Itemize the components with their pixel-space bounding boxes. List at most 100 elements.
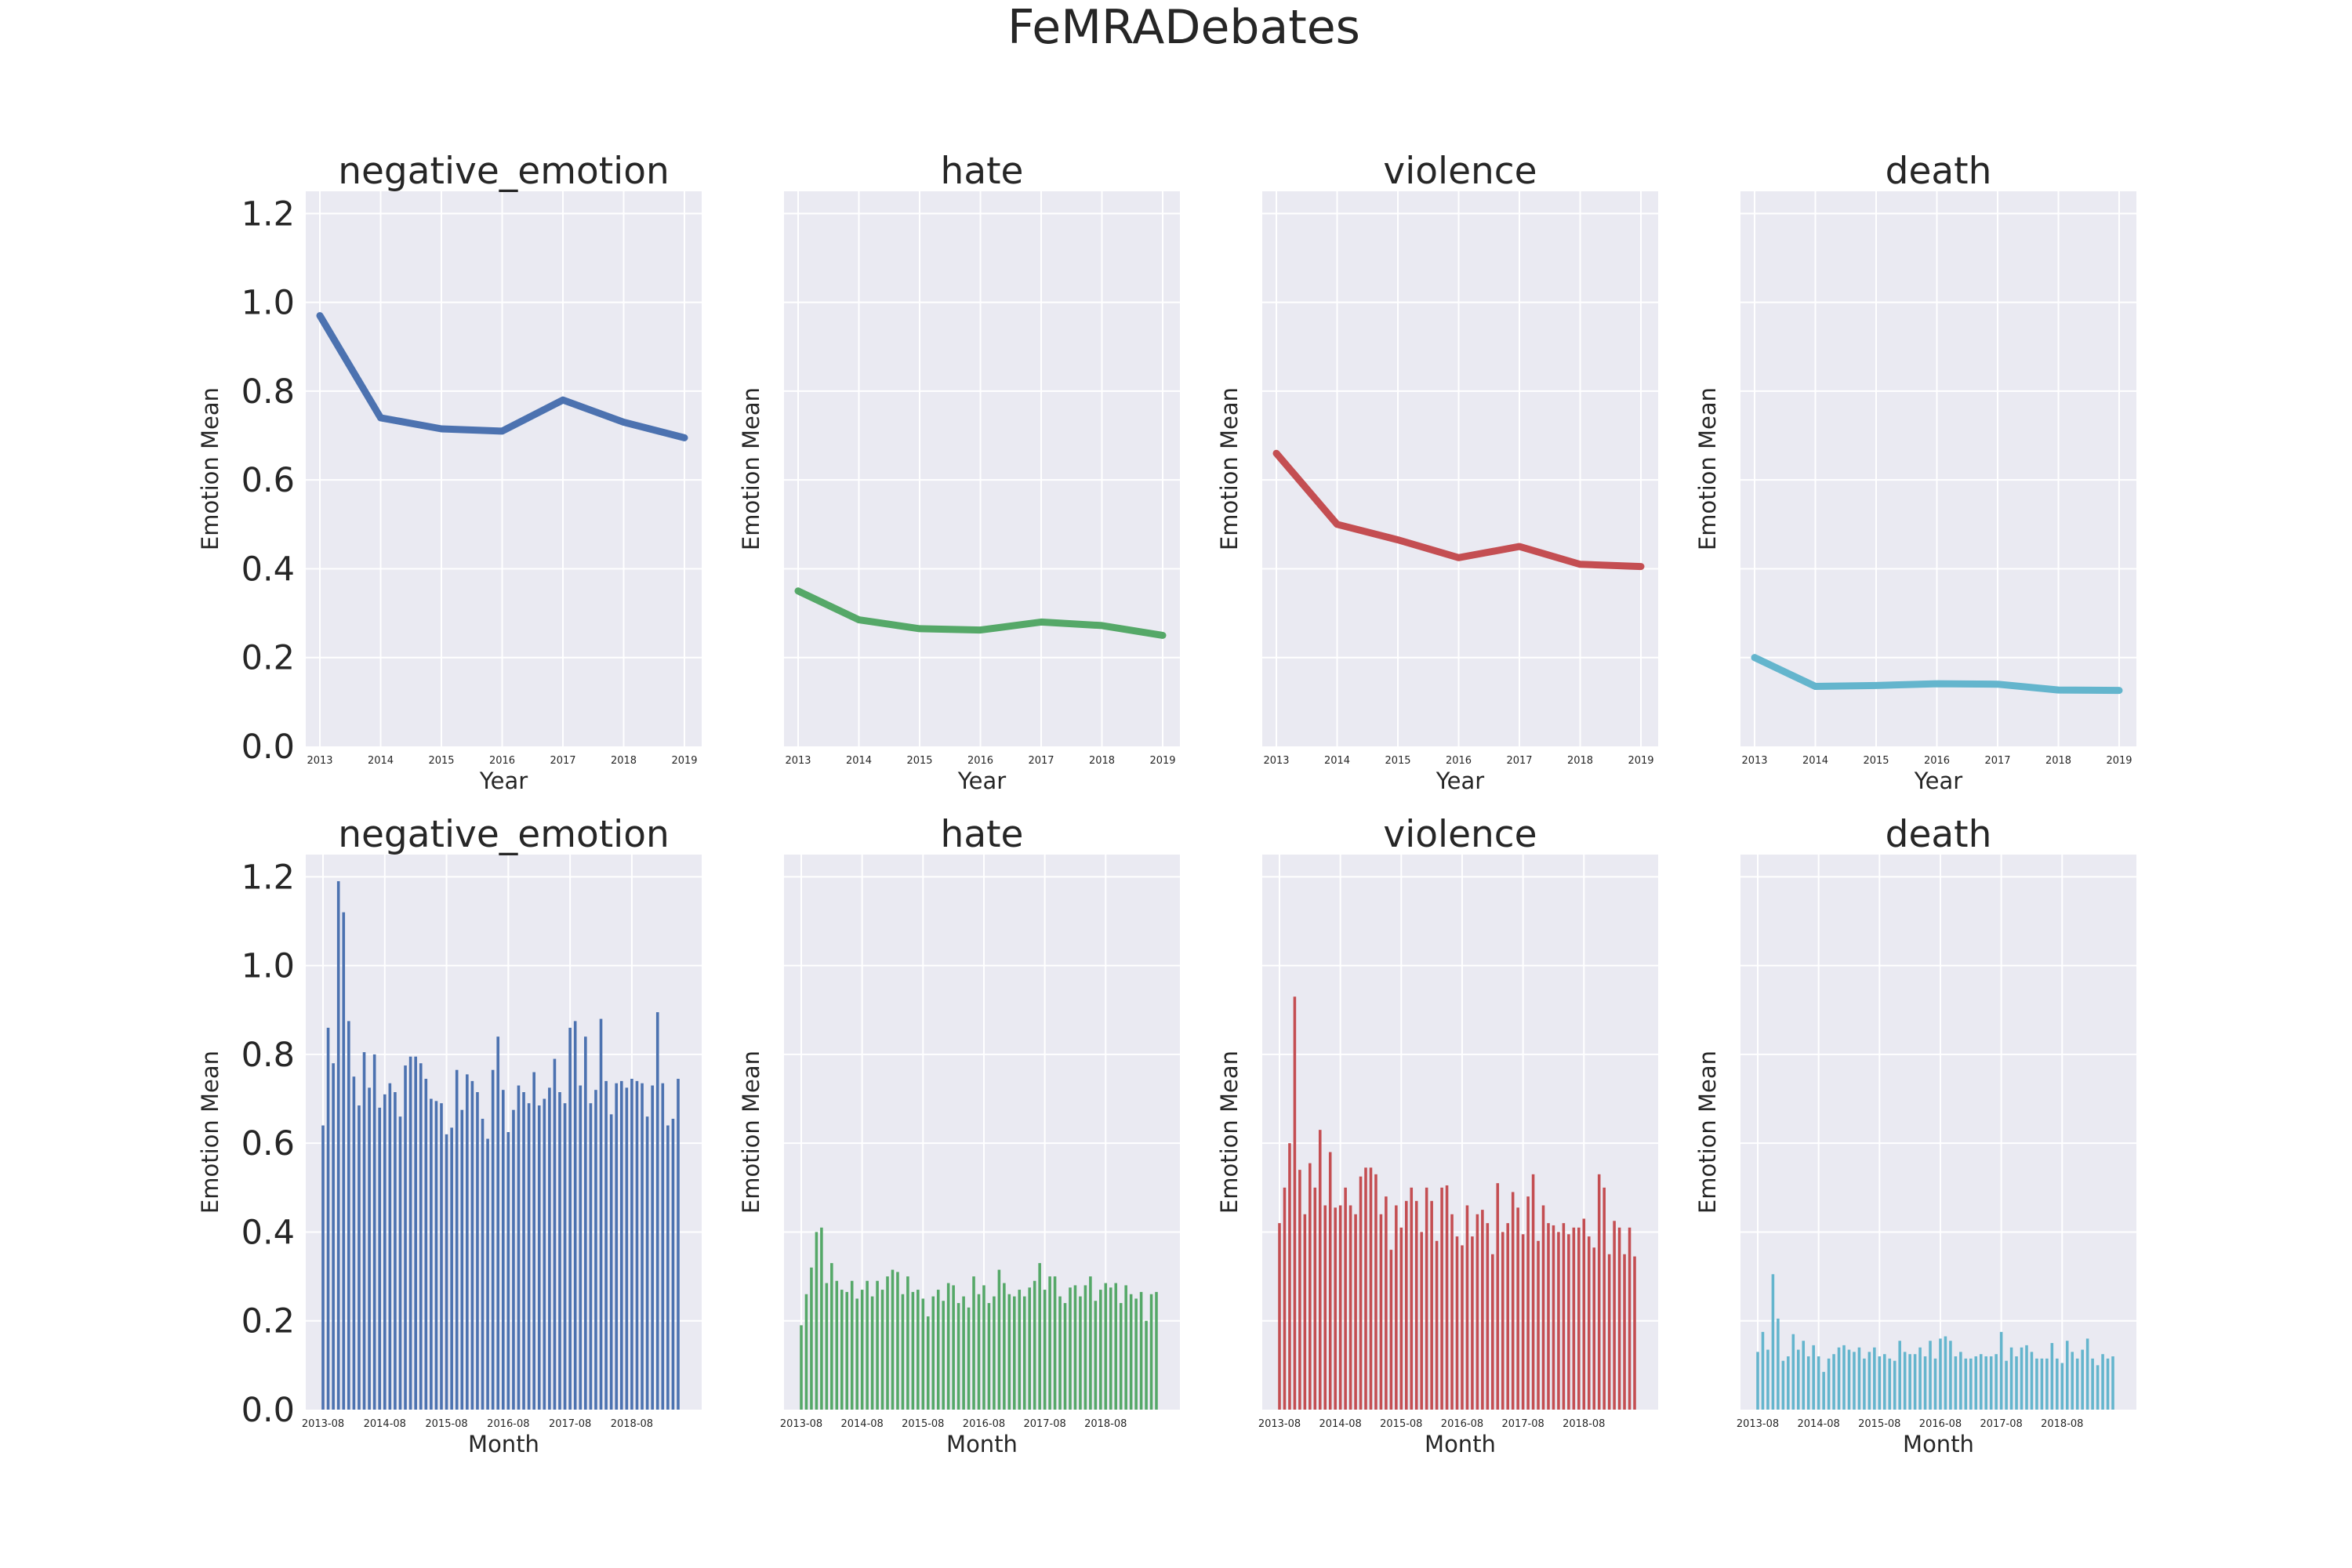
bar xyxy=(408,1056,412,1410)
bar xyxy=(1964,1358,1968,1410)
bar xyxy=(1761,1331,1765,1410)
bar xyxy=(666,1125,670,1410)
x-tick-label: 2017 xyxy=(1984,755,2010,767)
bar xyxy=(2015,1356,2018,1410)
bar xyxy=(1602,1187,1606,1410)
bar xyxy=(383,1094,387,1410)
x-tick-label: 2019 xyxy=(2106,755,2132,767)
bar xyxy=(491,1069,495,1410)
bar xyxy=(2025,1345,2028,1410)
bar xyxy=(1541,1205,1545,1410)
x-tick-label: 2014-08 xyxy=(1319,1418,1361,1430)
y-tick-label: 1.2 xyxy=(241,858,295,897)
bar xyxy=(800,1325,803,1410)
bar xyxy=(1633,1256,1636,1410)
bar xyxy=(2060,1363,2064,1410)
x-axis-label: Month xyxy=(1903,1431,1974,1457)
x-tick-label: 2016 xyxy=(1924,755,1950,767)
bar xyxy=(891,1269,895,1410)
bar xyxy=(972,1276,975,1410)
bar xyxy=(2081,1349,2084,1410)
subplot-title: violence xyxy=(1383,150,1537,193)
y-tick-label: 0.8 xyxy=(241,372,295,412)
bar xyxy=(336,880,340,1410)
bar xyxy=(2020,1347,2024,1410)
bar xyxy=(1283,1187,1287,1410)
bar xyxy=(870,1296,874,1410)
bar xyxy=(952,1285,955,1410)
subplot-title: death xyxy=(1886,150,1992,193)
bar xyxy=(1359,1176,1363,1410)
bar xyxy=(589,1103,593,1410)
bar xyxy=(1516,1207,1519,1410)
x-tick-label: 2017-08 xyxy=(549,1418,591,1430)
bar xyxy=(661,1083,665,1410)
bar xyxy=(1863,1358,1866,1410)
bar xyxy=(486,1138,489,1410)
bar xyxy=(2045,1358,2049,1410)
bar xyxy=(2040,1358,2044,1410)
bar xyxy=(394,1092,397,1410)
bar xyxy=(460,1109,464,1410)
bar xyxy=(1119,1303,1123,1410)
bar xyxy=(1918,1347,1922,1410)
x-tick-label: 2013 xyxy=(1741,755,1767,767)
bar xyxy=(1908,1354,1911,1410)
bar xyxy=(1822,1371,1825,1410)
y-tick-label: 1.2 xyxy=(241,194,295,234)
x-tick-label: 2013 xyxy=(785,755,811,767)
bar xyxy=(1124,1285,1127,1410)
plot-area xyxy=(784,855,1180,1410)
bar xyxy=(1288,1143,1291,1410)
x-tick-label: 2018-08 xyxy=(1563,1418,1605,1430)
bar xyxy=(2101,1354,2104,1410)
bar xyxy=(1562,1223,1566,1410)
bar xyxy=(332,1063,335,1410)
bar xyxy=(470,1080,474,1410)
bar xyxy=(1607,1254,1611,1410)
plot-area xyxy=(1740,191,2136,746)
subplot-line-negative_emotion: 2013 2014 2015 2016 2017 2018 2019 0.0 0.2 0.4 0.6… xyxy=(197,150,702,794)
bar xyxy=(1134,1298,1138,1410)
bar xyxy=(1771,1274,1775,1410)
bar xyxy=(1369,1167,1373,1410)
bar xyxy=(1308,1163,1312,1410)
bar xyxy=(1099,1290,1102,1410)
bar xyxy=(1043,1290,1047,1410)
bar xyxy=(911,1291,915,1410)
bar xyxy=(419,1063,423,1410)
bar xyxy=(434,1101,438,1410)
bar xyxy=(1567,1234,1570,1410)
x-tick-label: 2013 xyxy=(1263,755,1289,767)
bar xyxy=(1145,1320,1148,1410)
x-tick-label: 2017 xyxy=(1028,755,1054,767)
bar xyxy=(1328,1152,1332,1410)
bar xyxy=(1083,1285,1087,1410)
bar xyxy=(825,1283,829,1410)
bar xyxy=(553,1058,557,1410)
bar xyxy=(1572,1227,1576,1410)
bar xyxy=(1445,1185,1449,1410)
x-tick-label: 2017-08 xyxy=(1980,1418,2022,1430)
x-tick-label: 2019 xyxy=(1628,755,1653,767)
bar xyxy=(2005,1360,2008,1410)
bar xyxy=(1496,1183,1500,1410)
bar xyxy=(1389,1250,1393,1410)
bar xyxy=(1812,1345,1815,1410)
bar xyxy=(1817,1356,1820,1410)
bar xyxy=(1430,1200,1433,1410)
bar xyxy=(609,1114,613,1410)
bar xyxy=(1094,1301,1098,1410)
subplot-line-death: 2013 2014 2015 2016 2017 2018 2019 death Year Emo… xyxy=(1694,150,2136,794)
bar xyxy=(1857,1347,1861,1410)
bar xyxy=(1089,1276,1092,1410)
bar xyxy=(1149,1294,1153,1410)
bar xyxy=(987,1303,991,1410)
y-axis-label: Emotion Mean xyxy=(738,1051,764,1214)
bar xyxy=(1923,1356,1927,1410)
x-tick-label: 2016 xyxy=(1446,755,1472,767)
bar xyxy=(584,1036,587,1410)
bar xyxy=(1293,996,1297,1410)
x-tick-label: 2013-08 xyxy=(302,1418,344,1430)
bar xyxy=(982,1285,985,1410)
